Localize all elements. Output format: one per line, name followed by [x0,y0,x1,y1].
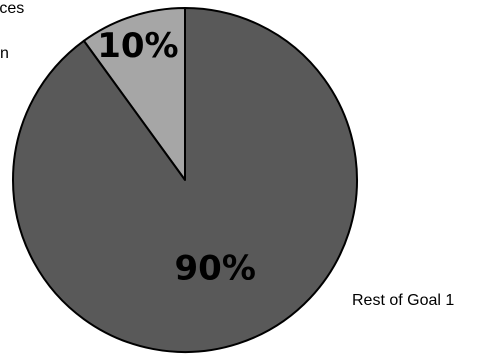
pie-data-labels: 10% 90% [97,26,256,289]
pie-slices [12,7,358,353]
legend-label-rest-of-goal-1: Rest of Goal 1 [352,292,454,309]
pie-slice-resources [82,7,186,181]
data-label-resources: 10% [97,26,178,66]
pie-slice-rest-of-goal-1 [12,7,358,353]
legend-label-partial-second: n [0,45,9,62]
data-label-rest-of-goal-1: 90% [175,249,256,289]
legend-label-partial-top: rces [0,0,24,17]
